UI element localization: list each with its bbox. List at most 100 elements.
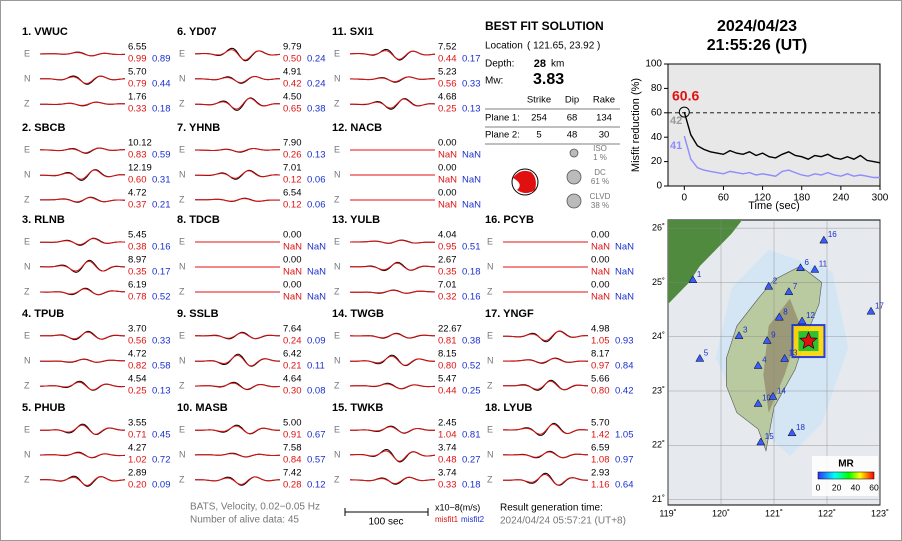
station-title: 11. SXI1 — [332, 26, 374, 38]
column-header: Rake — [593, 95, 615, 106]
depth-unit: km — [551, 59, 564, 70]
amplitude: 8.17 — [591, 349, 610, 360]
amplitude: 4.54 — [128, 374, 147, 385]
misfit2: 0.33 — [152, 336, 171, 347]
misfit1: 0.80 — [591, 386, 610, 397]
map-y-label: 21˚ — [652, 494, 665, 504]
misfit2: 0.93 — [615, 336, 634, 347]
misfit2: 0.06 — [307, 175, 326, 186]
legend-tick: 60 — [869, 482, 879, 492]
misfit1: 0.79 — [128, 79, 147, 90]
trace-synthetic — [195, 476, 281, 485]
amplitude: 2.45 — [438, 418, 457, 429]
amplitude: 5.47 — [438, 374, 457, 385]
misfit1: NaN — [591, 267, 610, 278]
amplitude: 2.67 — [438, 255, 457, 266]
mountains — [763, 298, 801, 413]
station-number: 10 — [762, 394, 771, 403]
amplitude: 6.55 — [128, 42, 147, 53]
plane-value: 5 — [536, 130, 541, 141]
misfit2: 0.31 — [152, 175, 171, 186]
amplitude: 3.70 — [128, 324, 147, 335]
amplitude: 2.89 — [128, 468, 147, 479]
component-label: E — [24, 144, 30, 154]
result-time: 2024/04/24 05:57:21 (UT+8) — [500, 516, 626, 527]
station-number: 12 — [806, 311, 815, 320]
misfit1: NaN — [438, 200, 457, 211]
station-number: 1 — [697, 270, 702, 279]
map-y-label: 25˚ — [652, 277, 665, 287]
trace-synthetic — [349, 262, 435, 271]
map-x-label: 123˚ — [871, 508, 889, 518]
amplitude: 7.42 — [283, 468, 302, 479]
component-percent: 61 % — [591, 177, 609, 186]
trace-synthetic — [195, 148, 280, 153]
misfit1: 0.91 — [283, 430, 302, 441]
misfit1: 1.08 — [591, 455, 610, 466]
misfit2-legend: misfit2 — [461, 515, 485, 524]
misfit2: 0.81 — [462, 430, 481, 441]
misfit1: 0.38 — [128, 242, 147, 253]
map-x-label: 119˚ — [659, 508, 676, 518]
station-number: 17 — [875, 301, 884, 310]
misfit1: 0.83 — [128, 150, 147, 161]
component-label: Z — [334, 474, 340, 484]
map-x-label: 120˚ — [712, 508, 730, 518]
amplitude: 5.70 — [128, 67, 147, 78]
solution-title: BEST FIT SOLUTION — [485, 19, 604, 33]
misfit1: 0.33 — [438, 480, 457, 491]
misfit2: 0.38 — [307, 104, 326, 115]
amplitude: 0.00 — [591, 255, 610, 266]
misfit2: 0.59 — [152, 150, 171, 161]
trace-synthetic — [350, 450, 436, 462]
trace-synthetic — [40, 147, 125, 154]
misfit1: 0.25 — [438, 104, 457, 115]
trace-synthetic — [503, 474, 588, 486]
misfit2: 0.08 — [307, 386, 326, 397]
station-number: 7 — [793, 282, 798, 291]
location-label: Location — [485, 41, 523, 52]
y-tick-label: 0 — [656, 181, 662, 192]
misfit1: NaN — [591, 292, 610, 303]
trace-synthetic — [40, 51, 126, 57]
x-tick-label: 60 — [718, 193, 730, 204]
misfit2: 0.57 — [307, 455, 326, 466]
component-label: Z — [179, 474, 185, 484]
epicenter — [799, 331, 818, 349]
station-number: 8 — [783, 307, 788, 316]
component-label: N — [487, 449, 494, 459]
misfit1: 0.32 — [438, 292, 457, 303]
amplitude: 7.52 — [438, 42, 457, 53]
trace-synthetic — [40, 101, 126, 106]
station-title: 15. TWKB — [332, 402, 383, 414]
beachball-fill — [513, 170, 536, 193]
misfit2: NaN — [462, 200, 481, 211]
station-number: 6 — [805, 258, 810, 267]
station-title: 7. YHNB — [177, 122, 220, 134]
trace-synthetic — [40, 238, 126, 246]
component-label: E — [24, 424, 30, 434]
component-label: Z — [179, 286, 185, 296]
component-label: N — [334, 261, 341, 271]
component-label: Z — [24, 286, 30, 296]
misfit1: 0.33 — [128, 104, 147, 115]
component-label: E — [24, 330, 30, 340]
amplitude: 7.01 — [283, 163, 302, 174]
misfit2: 0.42 — [615, 386, 634, 397]
trace-synthetic — [350, 333, 435, 339]
amplitude: 0.00 — [591, 230, 610, 241]
scale-label: 100 sec — [368, 517, 403, 528]
amplitude: 22.67 — [438, 324, 462, 335]
plane-value: 134 — [596, 113, 612, 124]
station-marker — [756, 437, 766, 446]
amplitude: 8.97 — [128, 255, 147, 266]
amplitude: 6.59 — [591, 443, 610, 454]
station-number: 13 — [789, 349, 798, 358]
amplitude: 5.23 — [438, 67, 457, 78]
misfit2: 0.18 — [462, 480, 481, 491]
component-label: E — [179, 48, 185, 58]
misfit2: 0.17 — [462, 54, 481, 65]
misfit2: 0.89 — [152, 54, 171, 65]
misfit1: NaN — [283, 292, 302, 303]
component-label: E — [179, 424, 185, 434]
